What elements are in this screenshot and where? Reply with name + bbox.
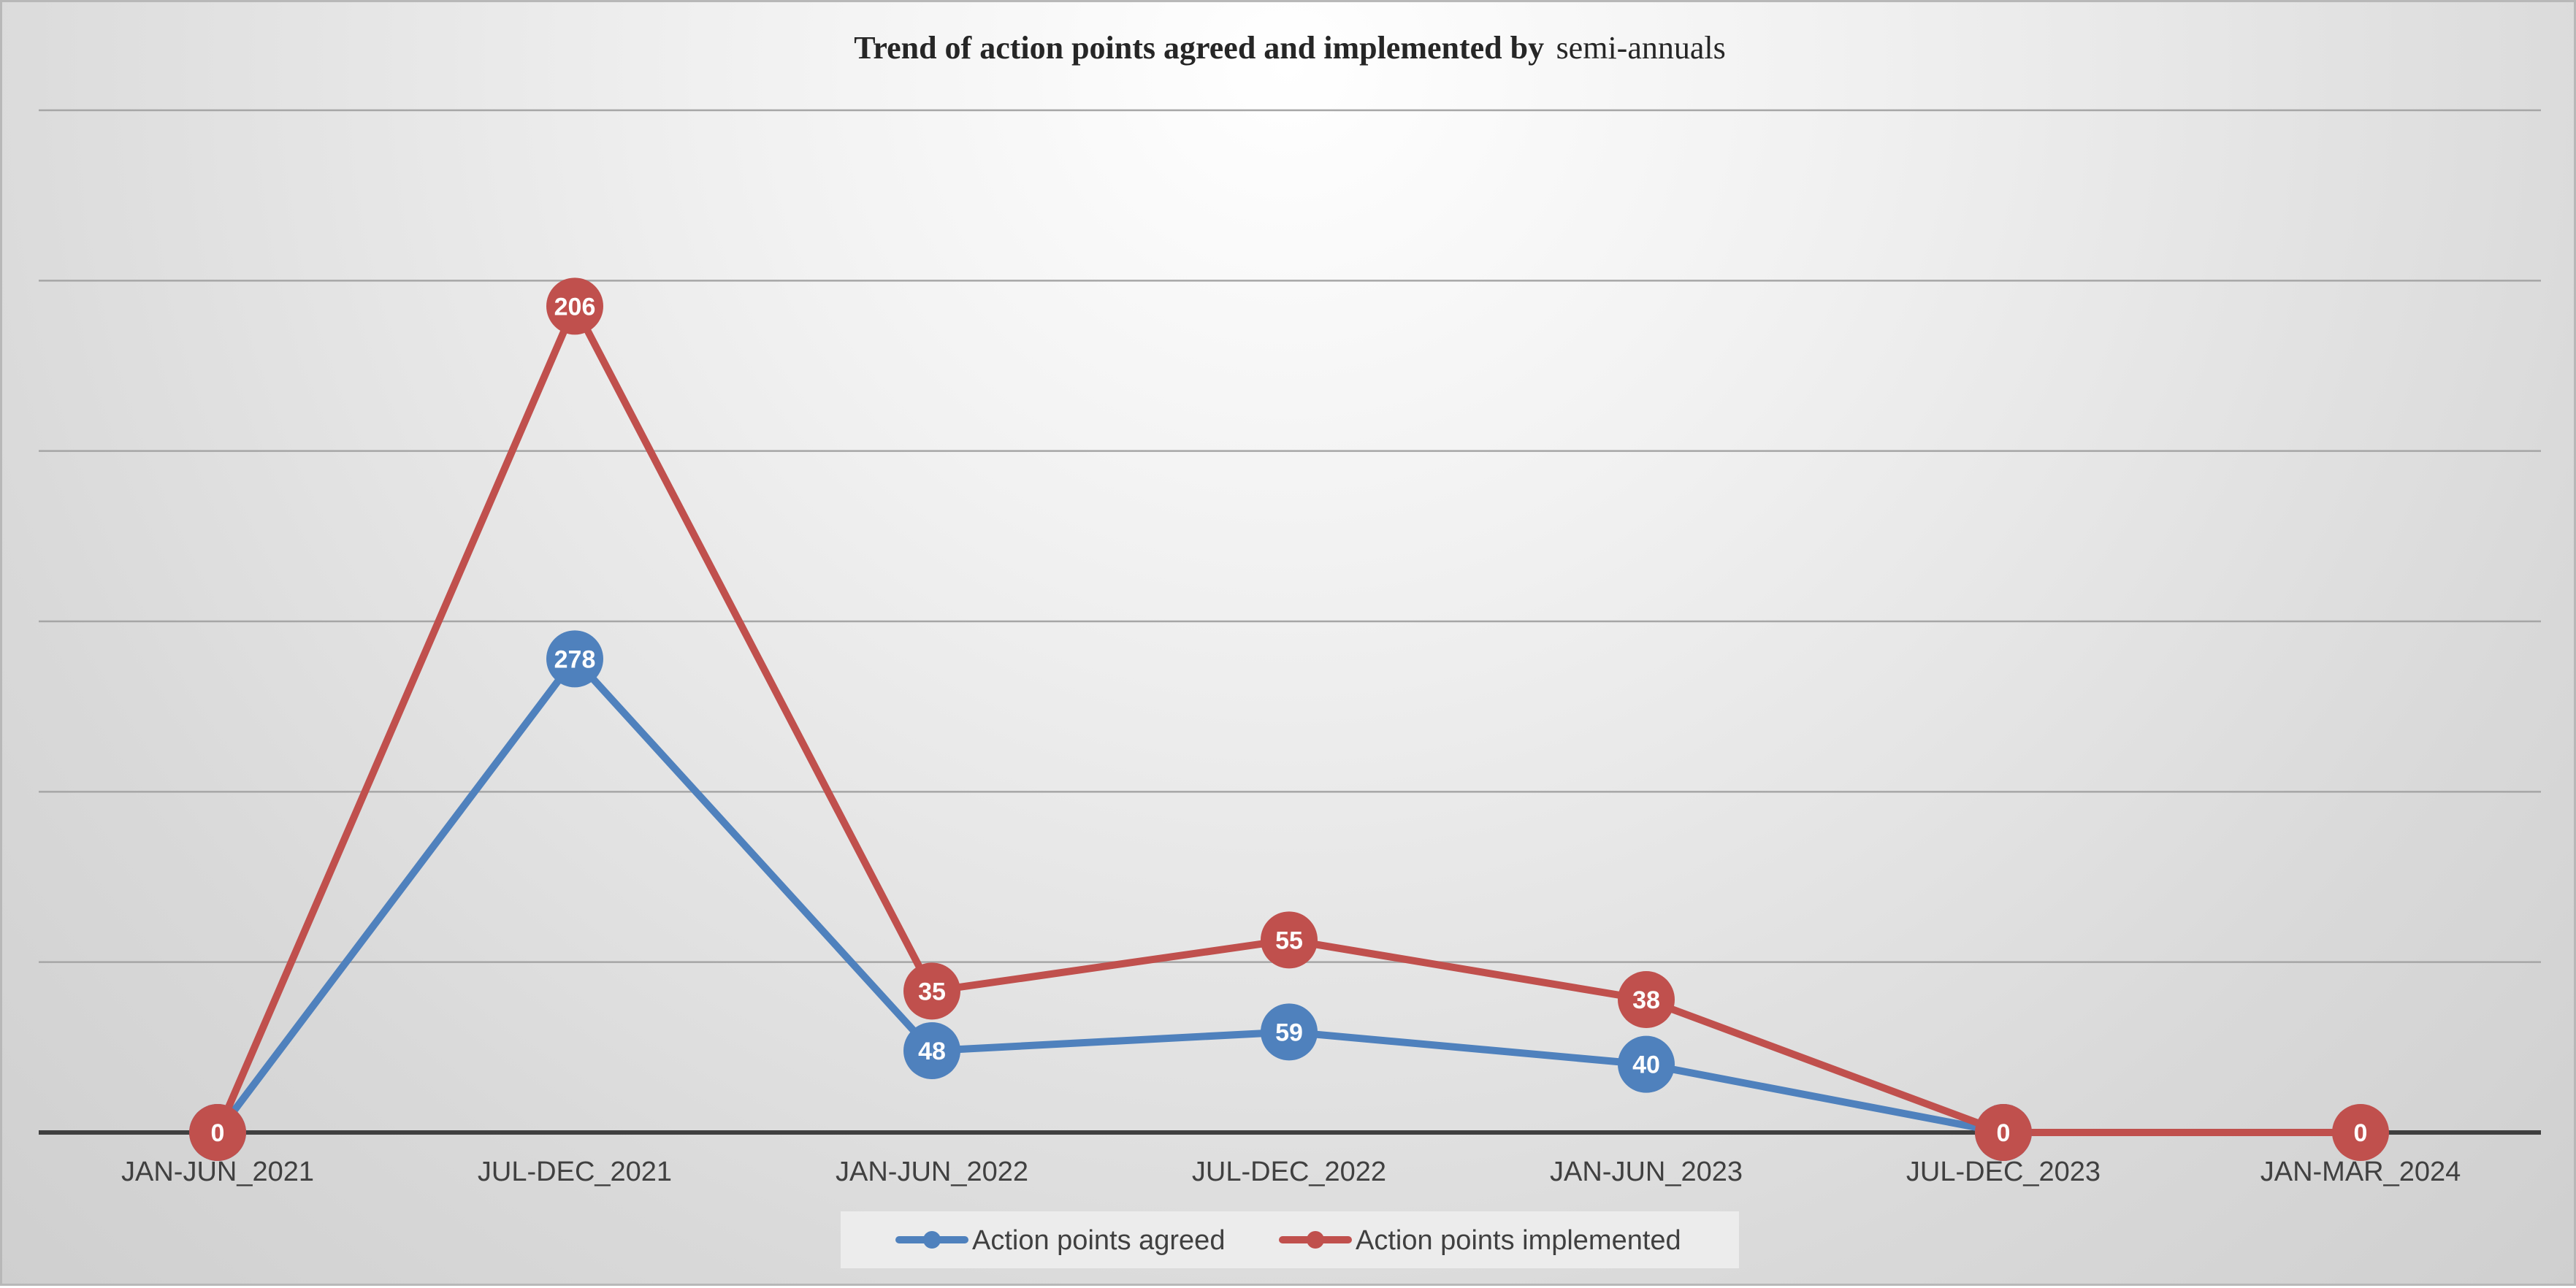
data-markers: 02784859400020635553800 xyxy=(189,277,2389,1161)
data-label-action-points-agreed-jan-jun-2022: 48 xyxy=(918,1038,946,1065)
x-tick-label-jan-mar-2024: JAN-MAR_2024 xyxy=(2260,1157,2461,1187)
data-label-action-points-agreed-jul-dec-2021: 278 xyxy=(554,645,596,673)
legend-marker-action-points-implemented xyxy=(1307,1231,1324,1249)
data-label-action-points-implemented-jul-dec-2023: 0 xyxy=(1997,1119,2011,1147)
data-point-action-points-implemented-jul-dec-2023 xyxy=(1975,1104,2032,1161)
data-label-action-points-implemented-jan-jun-2023: 38 xyxy=(1632,986,1660,1014)
x-tick-label-jul-dec-2022: JUL-DEC_2022 xyxy=(1192,1157,1386,1187)
x-tick-label-jul-dec-2023: JUL-DEC_2023 xyxy=(1906,1157,2101,1187)
chart-title-main: Trend of action points agreed and implem… xyxy=(854,30,1544,66)
data-point-action-points-implemented-jul-dec-2022 xyxy=(1261,911,1318,969)
data-point-action-points-agreed-jul-dec-2021 xyxy=(546,630,603,688)
series-line-action-points-agreed xyxy=(214,655,2007,1136)
x-tick-label-jan-jun-2021: JAN-JUN_2021 xyxy=(121,1157,314,1187)
data-label-action-points-agreed-jul-dec-2022: 59 xyxy=(1275,1019,1303,1046)
data-point-action-points-implemented-jan-jun-2021 xyxy=(189,1104,246,1161)
data-label-action-points-implemented-jan-jun-2021: 0 xyxy=(211,1119,225,1147)
x-tick-label-jan-jun-2023: JAN-JUN_2023 xyxy=(1550,1157,1743,1187)
gridlines xyxy=(39,109,2541,963)
chart-title-suffix: semi-annuals xyxy=(1556,30,1726,66)
legend-marker-action-points-agreed xyxy=(923,1231,941,1249)
data-point-action-points-agreed-jan-jun-2022 xyxy=(903,1022,960,1079)
data-point-action-points-implemented-jan-mar-2024 xyxy=(2332,1104,2389,1161)
data-label-action-points-implemented-jan-mar-2024: 0 xyxy=(2354,1119,2368,1147)
data-point-action-points-implemented-jul-dec-2021 xyxy=(546,277,603,335)
data-label-action-points-implemented-jul-dec-2022: 55 xyxy=(1275,927,1303,954)
data-point-action-points-agreed-jul-dec-2022 xyxy=(1261,1003,1318,1061)
chart-title: Trend of action points agreed and implem… xyxy=(854,30,1725,66)
legend: Action points agreed Action points implem… xyxy=(841,1211,1739,1268)
x-tick-label-jul-dec-2021: JUL-DEC_2021 xyxy=(478,1157,672,1187)
x-tick-label-jan-jun-2022: JAN-JUN_2022 xyxy=(836,1157,1028,1187)
data-label-action-points-implemented-jan-jun-2022: 35 xyxy=(918,978,946,1005)
data-point-action-points-agreed-jan-jun-2023 xyxy=(1618,1035,1675,1093)
x-axis: JAN-JUN_2021 JUL-DEC_2021 JAN-JUN_2022 JUL-… xyxy=(39,1130,2541,1187)
legend-label-action-points-agreed: Action points agreed xyxy=(972,1225,1225,1256)
legend-label-action-points-implemented: Action points implemented xyxy=(1356,1225,1681,1256)
data-label-action-points-agreed-jan-jun-2023: 40 xyxy=(1632,1051,1660,1079)
data-label-action-points-implemented-jul-dec-2021: 206 xyxy=(554,293,596,321)
data-point-action-points-implemented-jan-jun-2022 xyxy=(903,962,960,1020)
data-point-action-points-implemented-jan-jun-2023 xyxy=(1618,971,1675,1028)
